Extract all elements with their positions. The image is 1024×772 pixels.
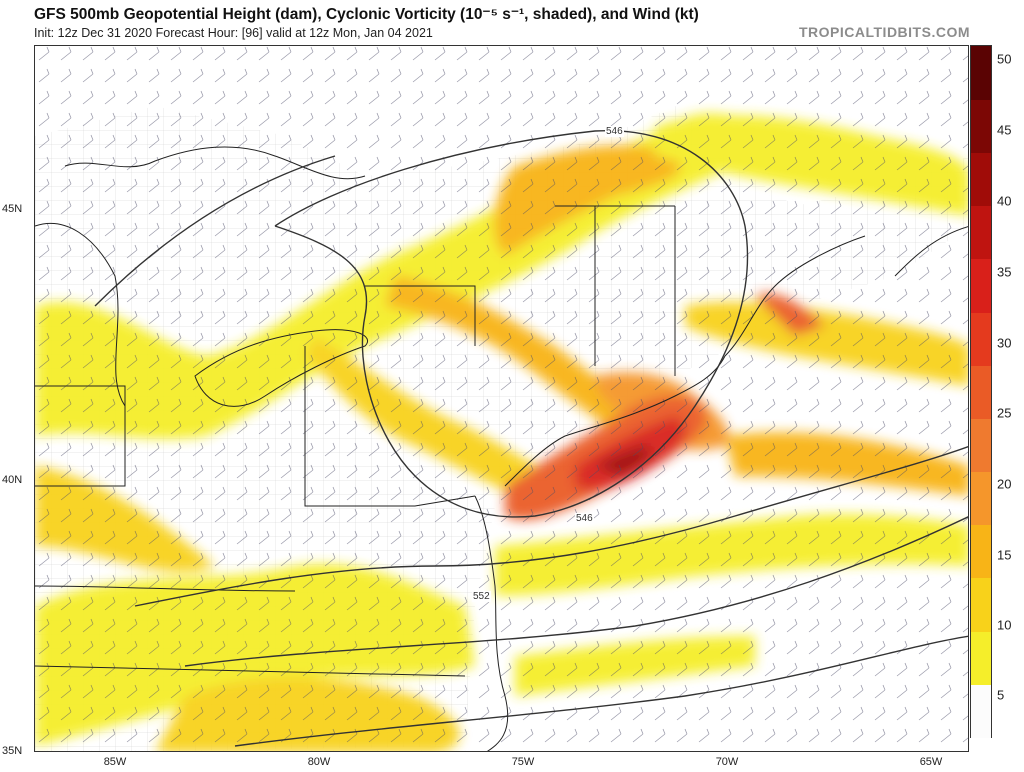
chart-title: GFS 500mb Geopotential Height (dam), Cyc… (34, 6, 699, 23)
colorbar-tick: 50 (997, 51, 1012, 67)
colorbar-segment (971, 46, 991, 100)
contour-label: 546 (575, 513, 594, 524)
colorbar-segment (971, 524, 991, 579)
lat-label-45n: 45N (2, 203, 23, 215)
map-canvas (35, 46, 968, 751)
lon-label-85w: 85W (103, 756, 127, 768)
contour-label: 552 (472, 591, 491, 602)
colorbar-segment (971, 630, 991, 685)
colorbar-segment (971, 152, 991, 207)
colorbar-segment (971, 258, 991, 313)
colorbar-segment (971, 205, 991, 260)
lon-label-80w: 80W (307, 756, 331, 768)
colorbar-tick: 5 (997, 687, 1005, 703)
colorbar-segment (971, 418, 991, 473)
colorbar-tick: 30 (997, 335, 1012, 351)
colorbar-segment (971, 311, 991, 366)
vorticity-map[interactable]: 546 546 552 (34, 45, 969, 752)
colorbar-tick: 10 (997, 617, 1012, 633)
colorbar-tick: 20 (997, 476, 1012, 492)
colorbar-tick: 15 (997, 547, 1012, 563)
colorbar-tick: 35 (997, 264, 1012, 280)
colorbar-tick: 25 (997, 405, 1012, 421)
colorbar-segment (971, 471, 991, 526)
colorbar-segment (971, 683, 991, 738)
vorticity-colorbar (970, 45, 992, 738)
colorbar-tick: 40 (997, 193, 1012, 209)
lat-label-35n: 35N (2, 745, 23, 757)
coastlines-borders (35, 146, 968, 751)
colorbar-tick: 45 (997, 122, 1012, 138)
forecast-info: Init: 12z Dec 31 2020 Forecast Hour: [96… (34, 26, 433, 40)
lon-label-70w: 70W (715, 756, 739, 768)
colorbar-segment (971, 364, 991, 419)
lat-label-40n: 40N (2, 474, 23, 486)
colorbar-segment (971, 577, 991, 632)
colorbar-segment (971, 99, 991, 154)
wind-barbs (35, 46, 968, 751)
height-contours (94, 130, 968, 747)
lon-label-75w: 75W (511, 756, 535, 768)
site-watermark: TROPICALTIDBITS.COM (798, 24, 970, 40)
lon-label-65w: 65W (919, 756, 943, 768)
contour-label: 546 (605, 126, 624, 137)
